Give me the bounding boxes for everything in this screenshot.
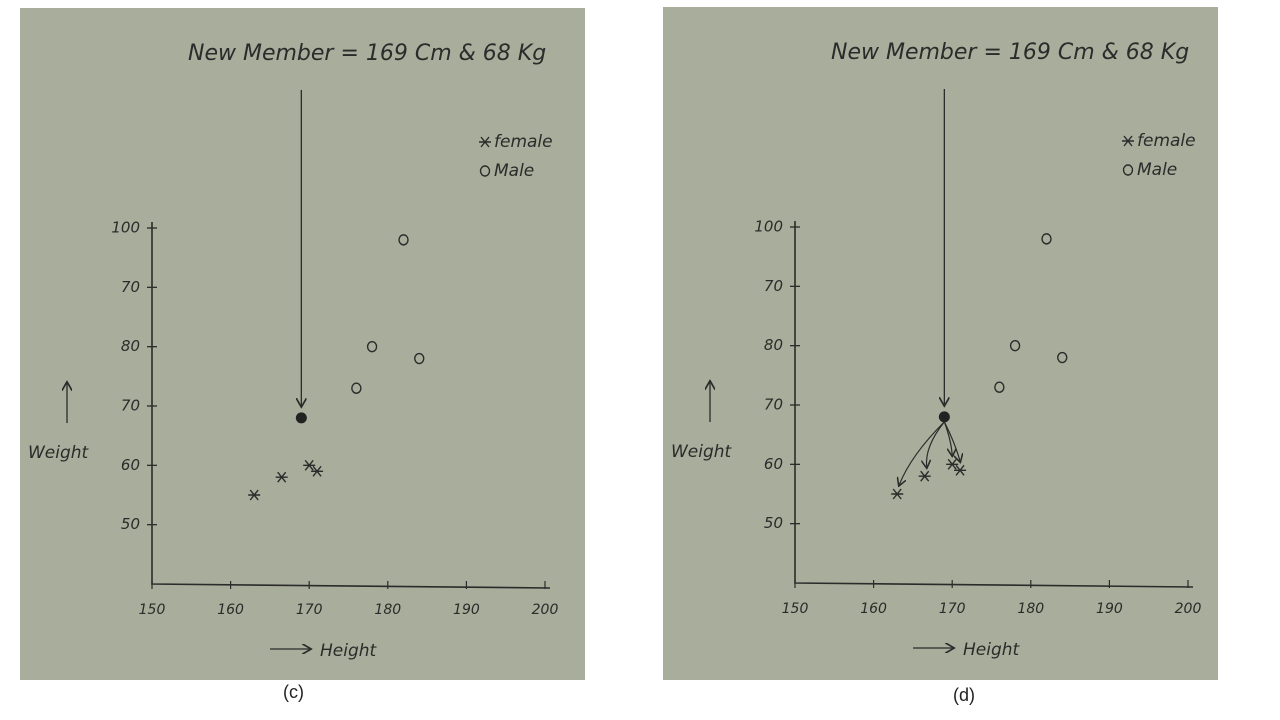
- photo-panel: New Member = 169 Cm & 68 Kg 50 60 70 80 70 100…: [663, 7, 1218, 680]
- data-point: [366, 340, 378, 353]
- caption: (c): [283, 682, 304, 702]
- new-member-point: [295, 412, 307, 424]
- x-axis-label: Height: [963, 640, 1021, 660]
- data-point: [954, 464, 967, 476]
- legend-marker: [1122, 135, 1134, 147]
- data-point: [303, 459, 316, 471]
- x-tick-label: 200: [532, 602, 559, 618]
- legend-label: female: [494, 132, 553, 152]
- x-tick-label: 180: [1017, 601, 1044, 617]
- y-tick-label: 50: [121, 515, 140, 533]
- y-tick-label: 100: [754, 218, 783, 236]
- y-tick-label: 70: [121, 397, 140, 415]
- legend-marker: [479, 136, 491, 148]
- legend-marker: [479, 165, 491, 177]
- x-tick-label: 170: [939, 601, 966, 617]
- x-tick-label: 200: [1175, 601, 1202, 617]
- y-tick-label: 70: [121, 278, 140, 296]
- axis-line: [151, 222, 551, 589]
- y-tick-label: 100: [111, 219, 140, 237]
- neighbor-arrow: [943, 421, 960, 461]
- x-tick-label: 190: [453, 602, 480, 618]
- data-point: [1057, 351, 1068, 364]
- x-tick-label: 150: [139, 602, 166, 618]
- legend-label: female: [1137, 131, 1196, 151]
- data-point: [351, 382, 362, 394]
- axis-line: [794, 221, 1194, 588]
- neighbor-arrow: [926, 421, 945, 467]
- neighbor-arrow: [943, 421, 952, 455]
- data-point: [891, 488, 904, 500]
- y-axis-label: Weight: [28, 443, 90, 463]
- x-axis-label: Height: [320, 641, 378, 661]
- photo-panel: New Member = 169 Cm & 68 Kg 50 60 70 80 70 100…: [20, 8, 585, 680]
- data-point: [994, 381, 1005, 393]
- y-tick-label: 60: [764, 455, 783, 473]
- chart-title: New Member = 169 Cm & 68 Kg: [188, 41, 546, 66]
- legend-label: Male: [1137, 160, 1177, 180]
- legend-marker: [1122, 164, 1134, 176]
- data-point: [311, 465, 324, 477]
- data-point: [1041, 233, 1052, 245]
- new-member-point: [938, 411, 950, 423]
- data-point: [414, 352, 425, 365]
- x-tick-label: 160: [217, 602, 244, 618]
- data-point: [248, 489, 261, 501]
- chart-title: New Member = 169 Cm & 68 Kg: [831, 40, 1189, 65]
- legend-label: Male: [494, 161, 534, 181]
- y-tick-label: 80: [764, 336, 783, 354]
- data-point: [918, 470, 931, 482]
- y-tick-label: 50: [764, 514, 783, 532]
- x-tick-label: 170: [296, 602, 323, 618]
- neighbor-arrow: [899, 421, 945, 485]
- y-tick-label: 60: [121, 456, 140, 474]
- y-tick-label: 70: [764, 396, 783, 414]
- y-tick-label: 80: [121, 337, 140, 355]
- data-point: [275, 471, 288, 483]
- data-point: [946, 458, 959, 470]
- y-tick-label: 70: [764, 277, 783, 295]
- data-point: [398, 234, 409, 246]
- x-tick-label: 160: [860, 601, 887, 617]
- x-tick-label: 180: [374, 602, 401, 618]
- x-tick-label: 150: [782, 601, 809, 617]
- caption: (d): [953, 685, 975, 705]
- data-point: [1009, 339, 1021, 352]
- x-tick-label: 190: [1096, 601, 1123, 617]
- y-axis-label: Weight: [671, 442, 733, 462]
